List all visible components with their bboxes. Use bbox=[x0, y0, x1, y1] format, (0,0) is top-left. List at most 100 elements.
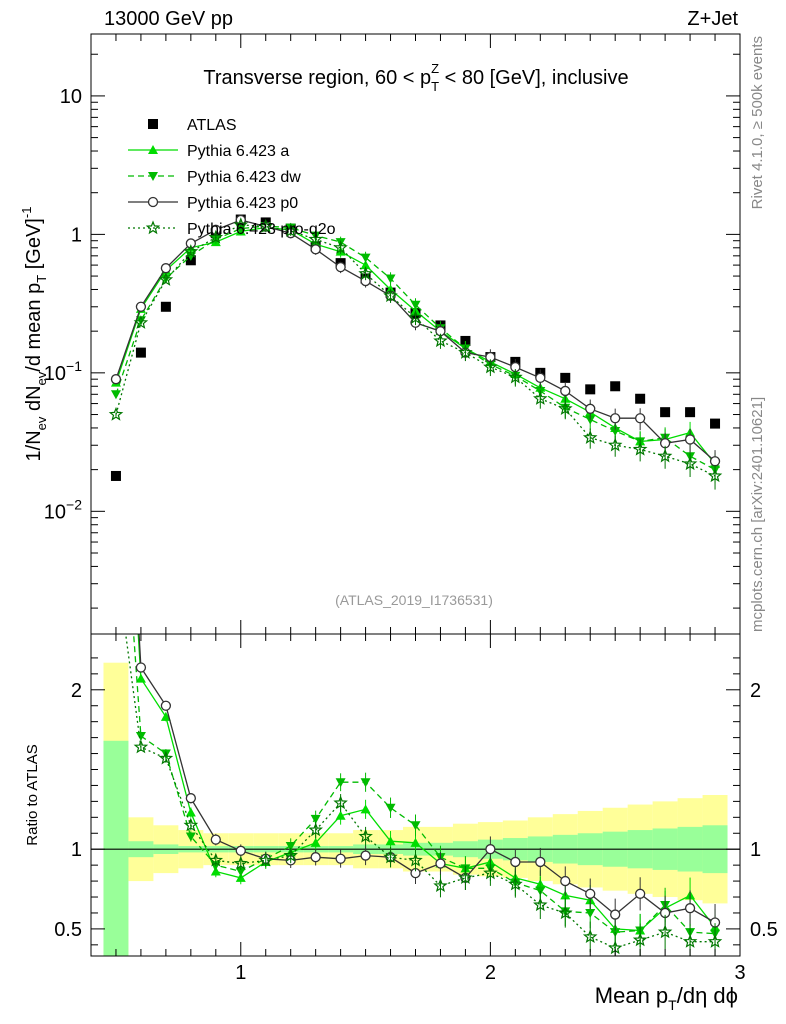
ratio-y-axis-label: Ratio to ATLAS bbox=[24, 744, 41, 845]
ratio-point bbox=[635, 888, 646, 899]
legend-marker bbox=[148, 145, 158, 154]
data-point bbox=[185, 238, 196, 249]
data-point bbox=[360, 253, 371, 263]
ratio-point bbox=[135, 673, 146, 683]
data-point bbox=[283, 223, 298, 238]
data-point bbox=[710, 418, 721, 429]
data-point bbox=[133, 315, 149, 329]
ratio-point bbox=[458, 870, 473, 885]
x-tick-label: 1 bbox=[235, 962, 246, 984]
data-point bbox=[709, 456, 721, 467]
data-point bbox=[360, 260, 371, 270]
data-point bbox=[610, 381, 621, 392]
ratio-point bbox=[657, 924, 673, 939]
legend-label: Pythia 6.423 dw bbox=[187, 169, 301, 186]
ratio-point bbox=[408, 852, 423, 867]
ratio-point bbox=[410, 821, 421, 831]
legend-label: Pythia 6.423 p0 bbox=[187, 195, 298, 212]
ratio-point bbox=[111, 207, 120, 216]
legend-label: Pythia 6.423 a bbox=[187, 143, 289, 160]
legend-marker bbox=[145, 220, 161, 235]
data-point bbox=[657, 448, 673, 463]
ratio-point bbox=[185, 832, 196, 842]
data-point bbox=[582, 430, 598, 444]
data-point bbox=[607, 437, 623, 452]
data-point bbox=[585, 415, 596, 425]
legend-marker bbox=[148, 119, 158, 129]
legend-marker bbox=[148, 172, 158, 181]
ratio-point bbox=[610, 909, 621, 920]
ratio-point bbox=[533, 897, 548, 912]
series-line bbox=[115, 219, 716, 462]
ratio-point bbox=[358, 828, 373, 843]
analysis-tag: (ATLAS_2019_I1736531) bbox=[335, 592, 493, 608]
data-point bbox=[183, 244, 199, 258]
ratio-point bbox=[208, 852, 224, 867]
main-title: Transverse region, 60 < pTZ < 80 [GeV], … bbox=[203, 61, 628, 94]
header-right: Z+Jet bbox=[687, 8, 738, 30]
ratio-point bbox=[684, 903, 696, 914]
y-tick-label: 10−1 bbox=[44, 358, 82, 385]
data-point bbox=[558, 401, 573, 416]
ratio-point bbox=[335, 810, 346, 820]
ratio-point bbox=[360, 850, 371, 861]
data-point bbox=[610, 413, 621, 424]
x-tick-label: 2 bbox=[485, 962, 496, 984]
series-line bbox=[115, 226, 716, 465]
data-point bbox=[685, 407, 696, 418]
rivet-label: Rivet 4.1.0, ≥ 500k events bbox=[749, 36, 766, 209]
data-point bbox=[110, 470, 121, 481]
ratio-point bbox=[185, 807, 196, 817]
data-point bbox=[308, 231, 323, 246]
ratio-point bbox=[360, 778, 371, 788]
data-point bbox=[682, 456, 698, 471]
ratio-point bbox=[508, 876, 523, 891]
y-tick-label: 1 bbox=[71, 224, 82, 246]
ratio-y-tick-label-right: 2 bbox=[750, 680, 761, 702]
ratio-point bbox=[385, 803, 396, 813]
ratio-point bbox=[385, 836, 396, 846]
data-point bbox=[160, 301, 171, 312]
x-axis-label: Mean pT/dη dϕ bbox=[595, 983, 738, 1013]
data-point bbox=[535, 372, 546, 384]
data-point bbox=[585, 384, 596, 395]
data-point bbox=[233, 217, 249, 232]
ratio-point bbox=[133, 739, 149, 754]
ratio-point bbox=[235, 867, 246, 877]
data-point bbox=[383, 288, 398, 303]
ratio-point bbox=[433, 878, 448, 893]
ratio-point bbox=[560, 875, 571, 887]
ratio-point bbox=[111, 254, 121, 263]
ratio-point bbox=[632, 932, 648, 947]
ratio-point bbox=[110, 556, 121, 567]
data-point bbox=[110, 374, 122, 385]
data-point bbox=[335, 261, 346, 273]
ratio-point bbox=[335, 853, 346, 864]
ratio-y-tick-label-right: 0.5 bbox=[750, 919, 778, 941]
ratio-point bbox=[360, 804, 371, 814]
ratio-point bbox=[585, 908, 596, 918]
ratio-point bbox=[233, 855, 249, 870]
data-point bbox=[408, 310, 423, 324]
series-line bbox=[115, 224, 716, 477]
data-point bbox=[410, 300, 421, 310]
data-point bbox=[333, 240, 348, 255]
ratio-point bbox=[135, 662, 147, 673]
data-point bbox=[560, 385, 571, 397]
ratio-point bbox=[410, 837, 421, 847]
mcplots-label: mcplots.cern.ch [arXiv:2401.10621] bbox=[749, 397, 766, 632]
ratio-point bbox=[558, 905, 573, 920]
data-point bbox=[458, 344, 473, 359]
ratio-point bbox=[535, 856, 546, 868]
data-point bbox=[208, 229, 224, 244]
ratio-point bbox=[210, 866, 221, 876]
ratio-point bbox=[135, 732, 146, 742]
main-y-axis-label: 1/Nev dNev/d mean pT [GeV]-1 bbox=[19, 207, 49, 462]
data-point bbox=[560, 372, 571, 383]
ratio-series-layer bbox=[110, 207, 723, 956]
ratio-y-tick-label-right: 1 bbox=[750, 839, 761, 861]
legend-label: ATLAS bbox=[187, 117, 237, 134]
data-point bbox=[258, 218, 273, 233]
ratio-point bbox=[510, 856, 521, 868]
